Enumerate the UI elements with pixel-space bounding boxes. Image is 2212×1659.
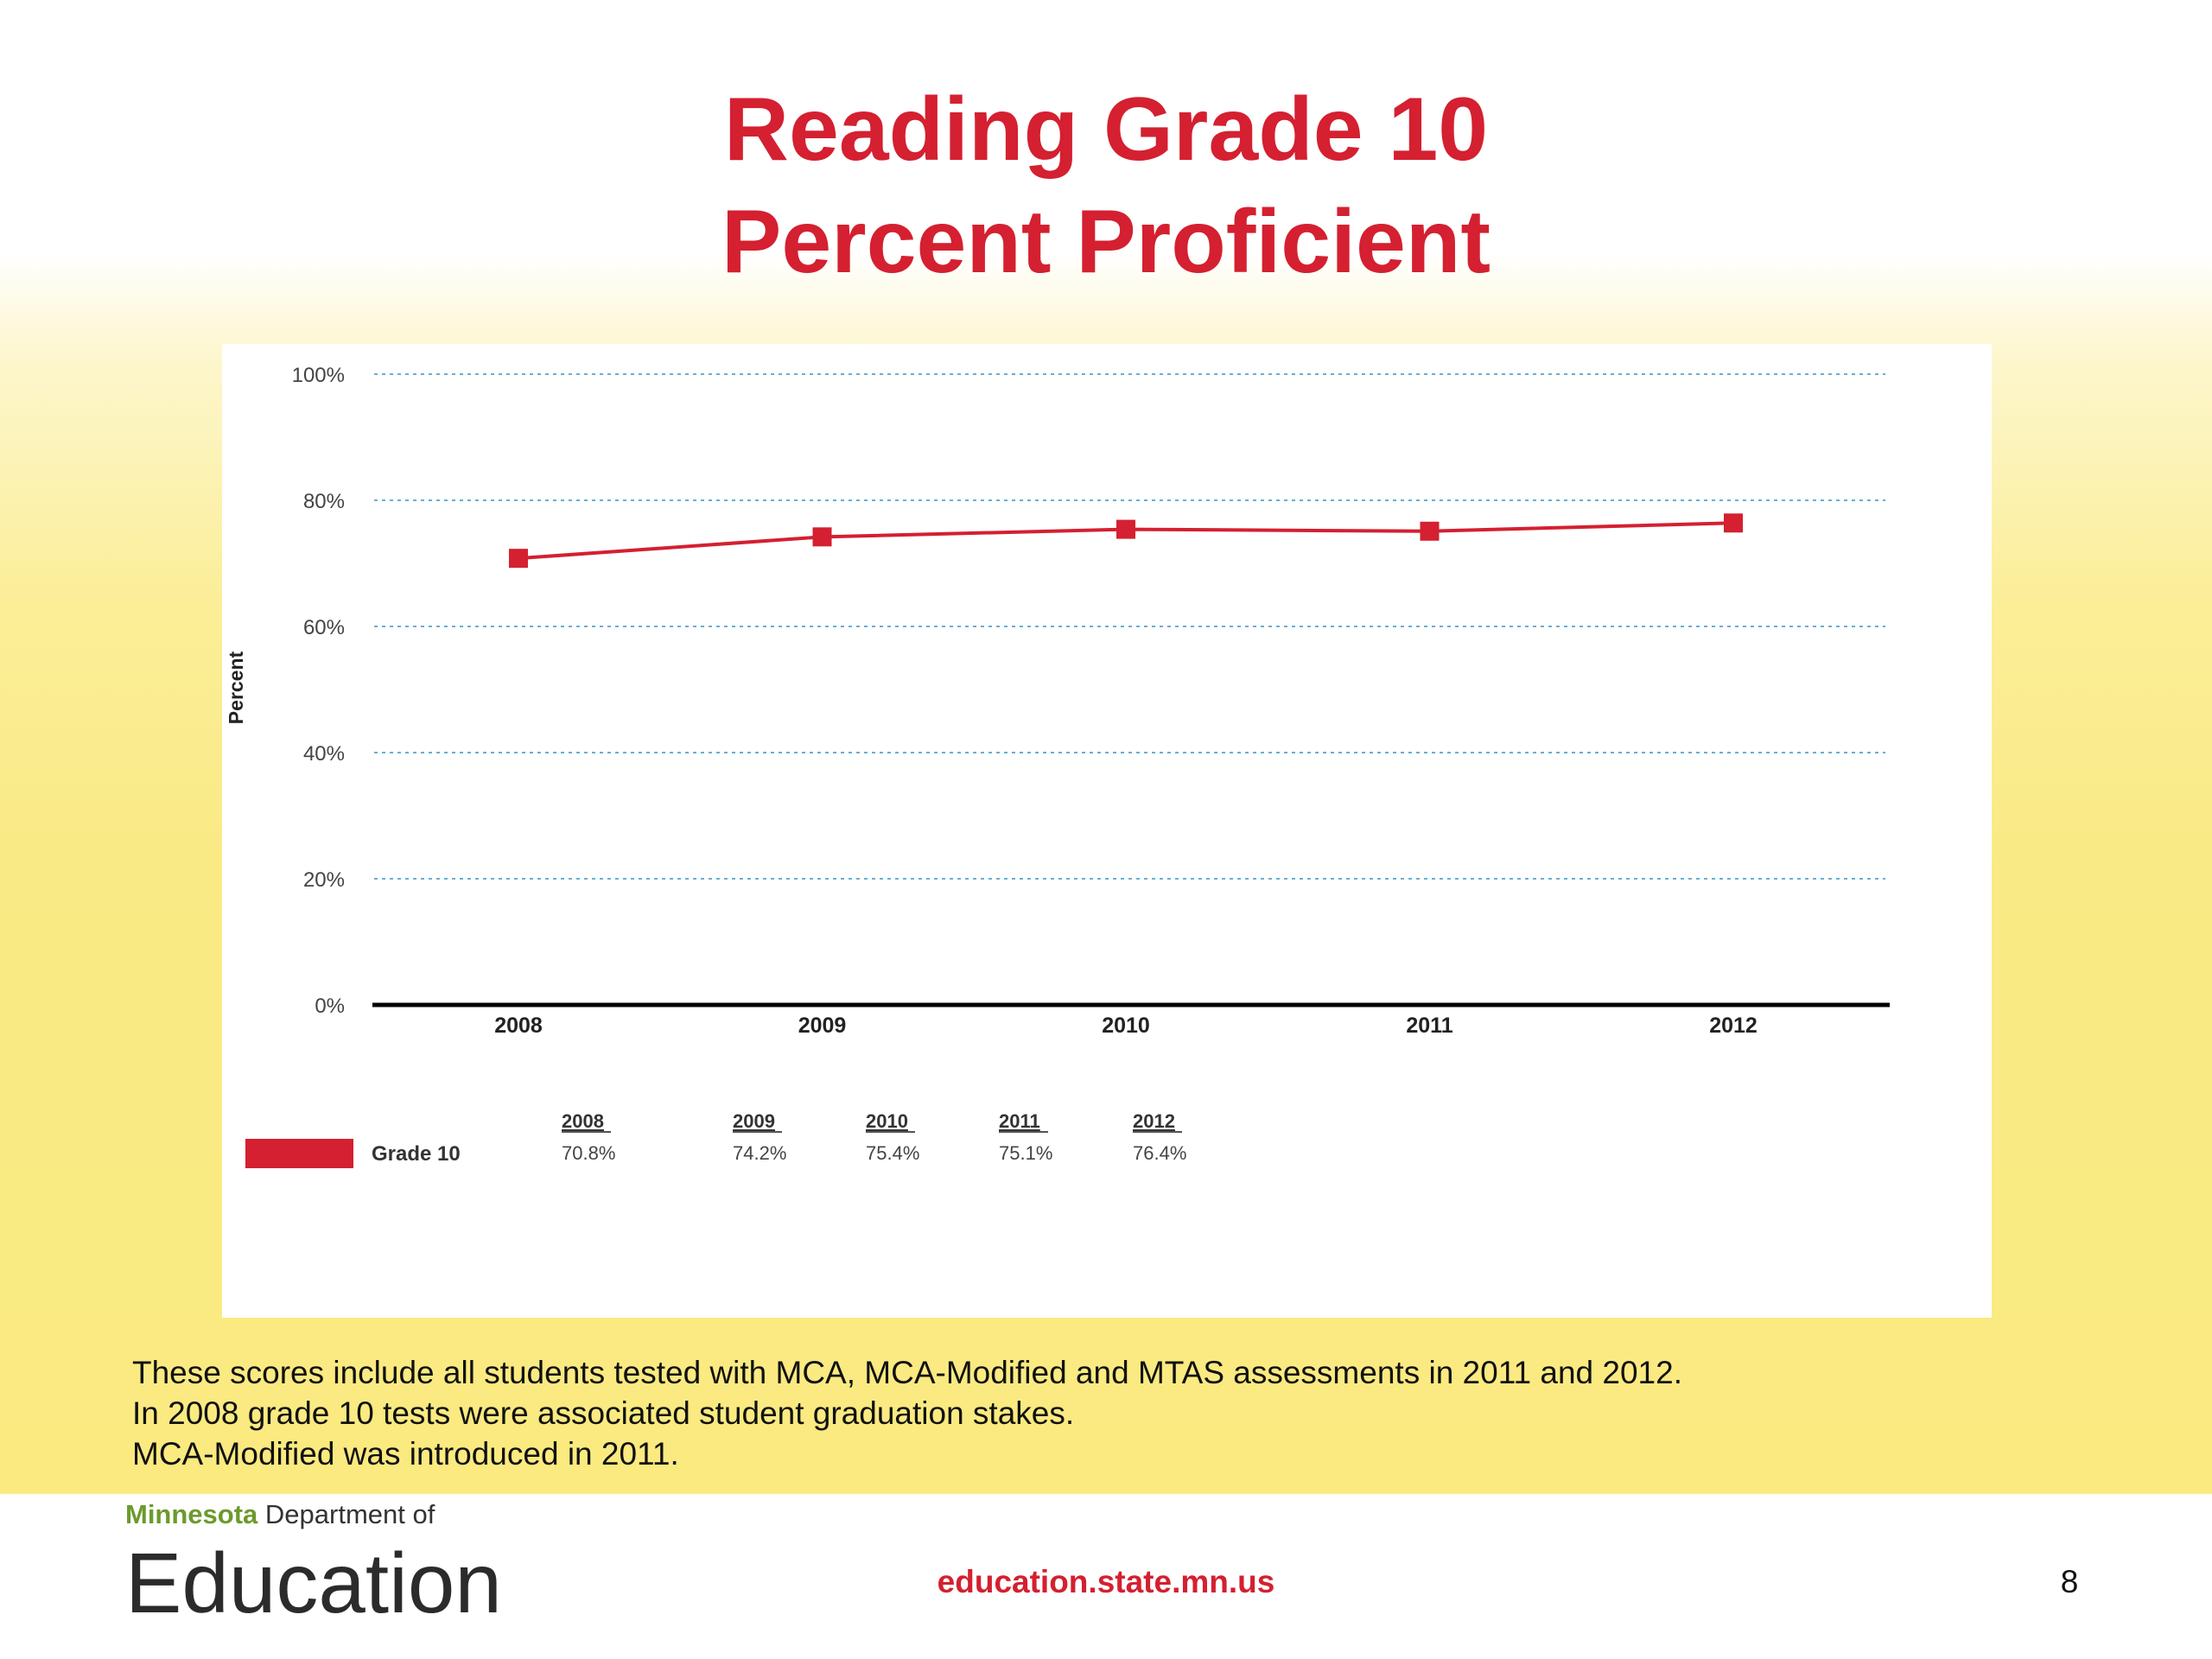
data-table-year: 2011 <box>999 1110 1040 1132</box>
data-table-value: 76.4% <box>1133 1142 1186 1164</box>
logo-department: Department of <box>264 1499 435 1529</box>
note-line: In 2008 grade 10 tests were associated s… <box>132 1395 1075 1431</box>
chart-panel: 0% 20% 40% 60% 80% 100% 2008 2009 2010 2011 2012 Pe… <box>222 344 1992 1318</box>
data-table-year: 2010 <box>866 1110 908 1132</box>
data-table-year: 2008 <box>562 1110 604 1132</box>
logo-name: Education <box>125 1535 502 1630</box>
logo-top-line: Minnesota Department of <box>125 1499 488 1530</box>
notes: These scores include all students tested… <box>132 1352 2120 1474</box>
data-point-marker <box>1724 513 1743 533</box>
x-tick-label: 2010 <box>1102 1014 1150 1038</box>
x-tick-label: 2012 <box>1709 1014 1758 1038</box>
y-tick-label: 80% <box>303 490 345 513</box>
data-table-value: 75.1% <box>999 1142 1052 1164</box>
title-line-2: Percent Proficient <box>721 192 1491 292</box>
x-tick-label: 2009 <box>798 1014 847 1038</box>
note-line: These scores include all students tested… <box>132 1355 1682 1390</box>
page-number: 8 <box>2060 1564 2079 1599</box>
y-tick-label: 40% <box>303 742 345 766</box>
data-table-value: 74.2% <box>733 1142 786 1164</box>
line-chart: 0% 20% 40% 60% 80% 100% 2008 2009 2010 2011 2012 Pe… <box>225 364 1890 1168</box>
data-point-marker <box>509 549 528 569</box>
mde-logo: Minnesota Department of Education <box>125 1499 502 1637</box>
data-table-value: 75.4% <box>866 1142 919 1164</box>
title-line-1: Reading Grade 10 <box>723 79 1489 180</box>
y-tick-label: 0% <box>315 995 345 1018</box>
data-point-marker <box>1116 519 1135 539</box>
x-tick-label: 2011 <box>1406 1014 1452 1038</box>
site-url[interactable]: education.state.mn.us <box>937 1564 1275 1599</box>
x-tick-label: 2008 <box>494 1014 543 1038</box>
logo-state: Minnesota <box>125 1499 258 1529</box>
slide-title: Reading Grade 10 Percent Proficient <box>0 73 2212 298</box>
legend-label: Grade 10 <box>372 1142 461 1166</box>
legend-swatch <box>245 1139 353 1168</box>
data-table-value: 70.8% <box>562 1142 615 1164</box>
data-table-year: 2009 <box>733 1110 775 1132</box>
note-line: MCA-Modified was introduced in 2011. <box>132 1436 679 1471</box>
y-tick-label: 100% <box>292 364 345 387</box>
data-point-marker <box>812 527 832 547</box>
y-tick-label: 60% <box>303 616 345 639</box>
data-table-year: 2012 <box>1133 1110 1175 1132</box>
y-tick-label: 20% <box>303 868 345 892</box>
data-point-marker <box>1420 521 1440 541</box>
y-axis-label: Percent <box>225 651 247 724</box>
